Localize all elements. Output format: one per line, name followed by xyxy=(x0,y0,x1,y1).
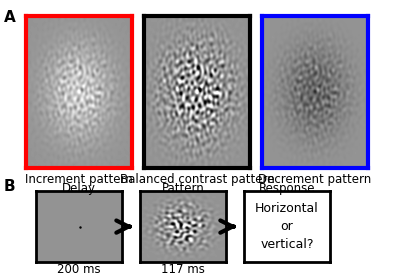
Text: Balanced contrast pattern: Balanced contrast pattern xyxy=(120,173,274,186)
Text: Horizontal
or
vertical?: Horizontal or vertical? xyxy=(255,202,319,251)
Text: 117 ms: 117 ms xyxy=(161,263,205,273)
Text: A: A xyxy=(4,10,16,25)
Text: Delay: Delay xyxy=(62,182,96,195)
Text: Response: Response xyxy=(259,182,315,195)
Text: Increment pattern: Increment pattern xyxy=(25,173,133,186)
Text: Decrement pattern: Decrement pattern xyxy=(258,173,372,186)
Text: 200 ms: 200 ms xyxy=(57,263,101,273)
Text: Pattern: Pattern xyxy=(162,182,204,195)
Text: B: B xyxy=(4,179,16,194)
